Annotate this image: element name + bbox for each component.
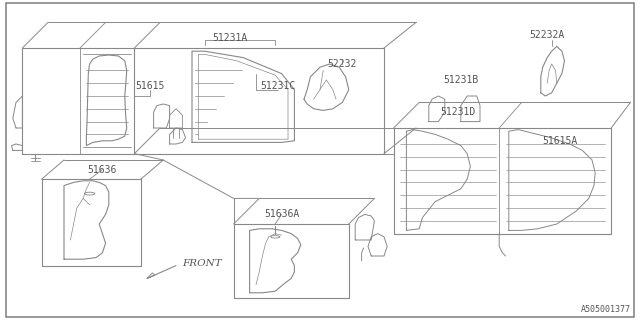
Text: 51615: 51615: [136, 81, 165, 92]
Text: 51231B: 51231B: [443, 75, 479, 85]
Text: A505001377: A505001377: [580, 305, 630, 314]
Text: 52232A: 52232A: [529, 30, 565, 40]
Text: 51636A: 51636A: [264, 209, 300, 220]
Text: 51231C: 51231C: [260, 81, 296, 92]
Text: 52232: 52232: [328, 59, 357, 69]
Text: FRONT: FRONT: [182, 260, 222, 268]
Text: 51231D: 51231D: [440, 107, 476, 117]
Text: 51636: 51636: [88, 164, 117, 175]
Text: 51615A: 51615A: [542, 136, 578, 146]
Text: 51231A: 51231A: [212, 33, 248, 44]
